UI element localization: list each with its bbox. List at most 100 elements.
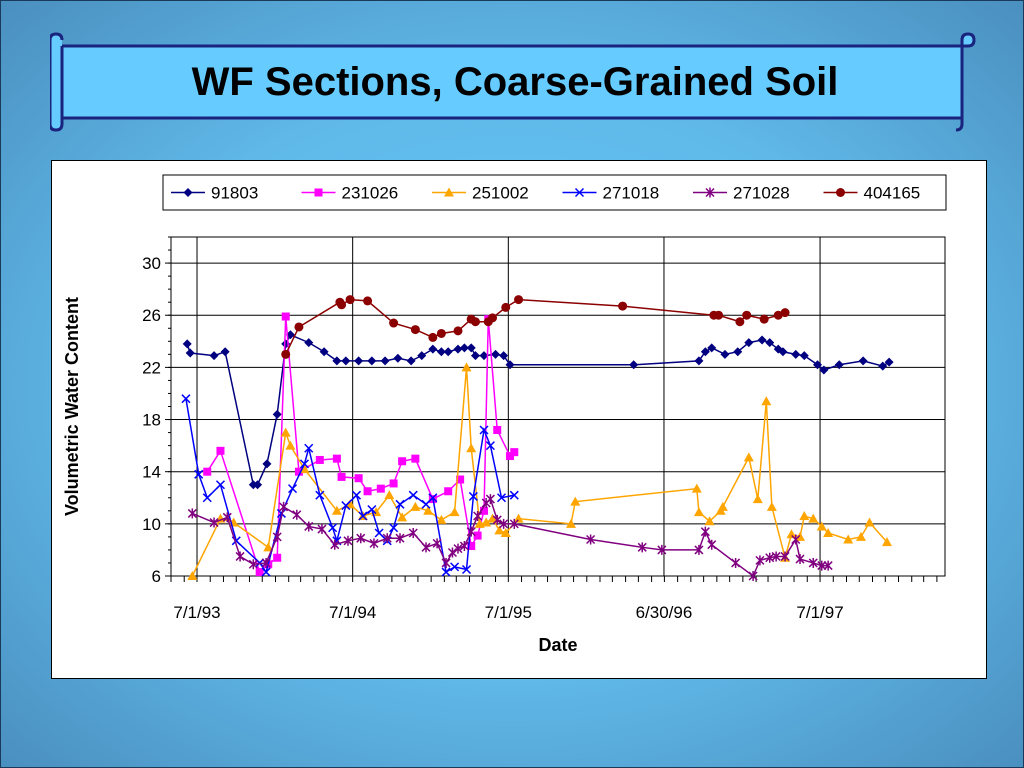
data-point — [491, 349, 501, 359]
x-tick-label: 7/1/97 — [796, 603, 843, 622]
data-point — [406, 356, 416, 366]
data-point — [280, 427, 291, 437]
legend-entry-271028: 271028 — [693, 184, 790, 203]
x-tick-label: 7/1/95 — [485, 603, 532, 622]
data-point — [330, 539, 340, 550]
data-point — [791, 534, 801, 545]
data-point — [187, 571, 198, 580]
data-point — [367, 504, 377, 515]
data-point — [279, 501, 289, 512]
data-point — [202, 493, 212, 503]
data-point — [255, 568, 264, 577]
data-point — [459, 541, 469, 552]
series-231026 — [203, 312, 519, 577]
legend-marker — [705, 187, 715, 198]
data-point — [358, 511, 368, 521]
data-point — [288, 484, 298, 494]
x-tick-label: 7/1/93 — [173, 603, 220, 622]
data-point — [216, 446, 225, 455]
data-point — [586, 534, 596, 545]
data-point — [341, 501, 351, 511]
data-point — [735, 317, 745, 327]
y-tick-label: 18 — [142, 411, 161, 430]
data-point — [748, 571, 758, 581]
data-point — [456, 475, 465, 484]
data-point — [417, 351, 427, 361]
data-point — [855, 531, 866, 541]
data-point — [443, 347, 453, 357]
data-point — [470, 351, 480, 361]
data-point — [304, 443, 314, 453]
data-point — [395, 499, 405, 509]
legend-entry-231026: 231026 — [301, 184, 398, 203]
data-point — [637, 542, 647, 553]
data-point — [704, 516, 715, 526]
data-point — [501, 302, 511, 312]
data-point — [816, 521, 827, 531]
data-point — [742, 310, 752, 320]
data-point — [494, 525, 505, 535]
legend-entry-404165: 404165 — [823, 184, 920, 203]
series-line-231026 — [206, 316, 515, 574]
legend — [162, 174, 947, 211]
data-point — [509, 518, 519, 529]
data-point — [808, 557, 818, 568]
data-point — [209, 351, 219, 361]
slide-title: WF Sections, Coarse-Grained Soil — [191, 59, 839, 104]
data-point — [453, 543, 463, 554]
data-point — [187, 508, 197, 519]
data-point — [423, 505, 434, 515]
data-point — [707, 539, 717, 550]
data-point — [657, 544, 667, 555]
line-chart: 6 10 14 18 22 26 30 7/1/93 7/1/94 7/1/95 6/30/96 7/… — [62, 174, 947, 655]
data-point — [441, 557, 451, 568]
data-point — [492, 514, 502, 525]
data-point — [203, 467, 212, 476]
data-point — [428, 332, 438, 342]
data-point — [376, 484, 385, 493]
data-point — [470, 317, 480, 327]
series-251002 — [187, 362, 893, 580]
data-point — [332, 454, 341, 463]
data-point — [487, 513, 498, 523]
data-point — [317, 524, 327, 535]
chart-container: 6 10 14 18 22 26 30 7/1/93 7/1/94 7/1/95 6/30/96 7/… — [51, 160, 987, 679]
data-point — [479, 425, 489, 435]
data-point — [449, 507, 460, 517]
data-point — [755, 555, 765, 566]
data-point — [428, 493, 438, 503]
legend-marker — [314, 188, 323, 197]
data-point — [757, 335, 767, 345]
data-point — [808, 513, 819, 523]
data-point — [215, 480, 225, 490]
series-271028 — [187, 494, 833, 581]
legend-entry-251002: 251002 — [432, 184, 529, 203]
data-point — [744, 338, 754, 348]
data-point — [778, 347, 788, 357]
data-point — [481, 517, 492, 527]
data-point — [304, 338, 314, 348]
data-point — [819, 365, 829, 375]
data-point — [182, 339, 192, 349]
data-point — [466, 343, 476, 353]
data-point — [499, 351, 509, 361]
data-point — [436, 514, 447, 524]
data-point — [499, 518, 509, 529]
series-271018 — [181, 394, 519, 577]
data-point — [510, 448, 519, 457]
data-point — [466, 526, 476, 537]
data-point — [389, 318, 399, 328]
legend-label: 271028 — [733, 184, 790, 203]
data-point — [369, 538, 379, 549]
data-point — [461, 362, 472, 372]
y-tick-label: 22 — [142, 358, 161, 377]
data-point — [485, 441, 495, 451]
data-point — [461, 564, 472, 575]
data-point — [222, 512, 232, 523]
data-point — [285, 440, 296, 450]
data-point — [263, 542, 274, 552]
data-point — [341, 356, 351, 366]
data-point — [281, 312, 290, 321]
data-point — [408, 527, 418, 538]
data-point — [337, 472, 346, 481]
